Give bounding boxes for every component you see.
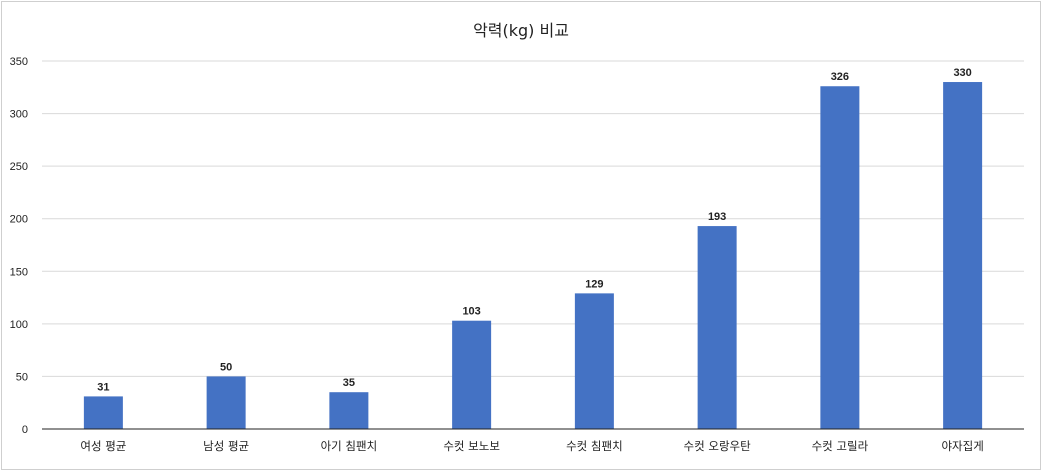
data-labels: 31 50 35 103 129 193 326 330	[97, 67, 972, 393]
x-tick-label: 수컷 고릴라	[812, 439, 869, 453]
data-label: 31	[97, 381, 109, 393]
data-label: 193	[708, 211, 726, 223]
data-label: 35	[343, 377, 355, 389]
x-tick-label: 여성 평균	[80, 439, 126, 453]
bar	[697, 226, 737, 429]
x-tick-label: 수컷 보노보	[443, 439, 500, 453]
y-tick-label: 0	[22, 424, 28, 436]
x-tick-label: 야자집게	[941, 439, 983, 453]
data-label: 326	[831, 71, 849, 83]
x-tick-label: 남성 평균	[203, 439, 249, 453]
bar	[820, 86, 860, 429]
data-label: 103	[462, 306, 480, 318]
category-labels: 여성 평균 남성 평균 아기 침팬치 수컷 보노보 수컷 침팬치 수컷 오랑우탄 수컷 고릴…	[80, 439, 983, 453]
y-tick-label: 350	[10, 56, 28, 68]
data-label: 129	[585, 278, 603, 290]
y-tick-label: 250	[10, 161, 28, 173]
x-tick-label: 아기 침팬치	[321, 439, 378, 453]
bar	[574, 293, 614, 429]
y-tick-label: 200	[10, 214, 28, 226]
bar	[329, 392, 369, 429]
y-tick-label: 150	[10, 266, 28, 278]
data-label: 330	[953, 67, 971, 79]
chart-title: 악력(kg) 비교	[473, 21, 569, 40]
bar	[83, 396, 123, 429]
x-tick-label: 수컷 오랑우탄	[684, 439, 752, 453]
bar	[943, 82, 983, 430]
y-axis-ticks: 0 50 100 150 200 250 300 350	[10, 56, 28, 436]
bar	[452, 320, 492, 429]
data-label: 50	[220, 361, 232, 373]
y-tick-label: 100	[10, 319, 28, 331]
y-tick-label: 300	[10, 109, 28, 121]
gridlines	[42, 60, 1024, 377]
bar	[206, 376, 246, 429]
x-tick-label: 수컷 침팬치	[566, 439, 623, 453]
bars	[83, 82, 983, 430]
y-tick-label: 50	[16, 371, 28, 383]
